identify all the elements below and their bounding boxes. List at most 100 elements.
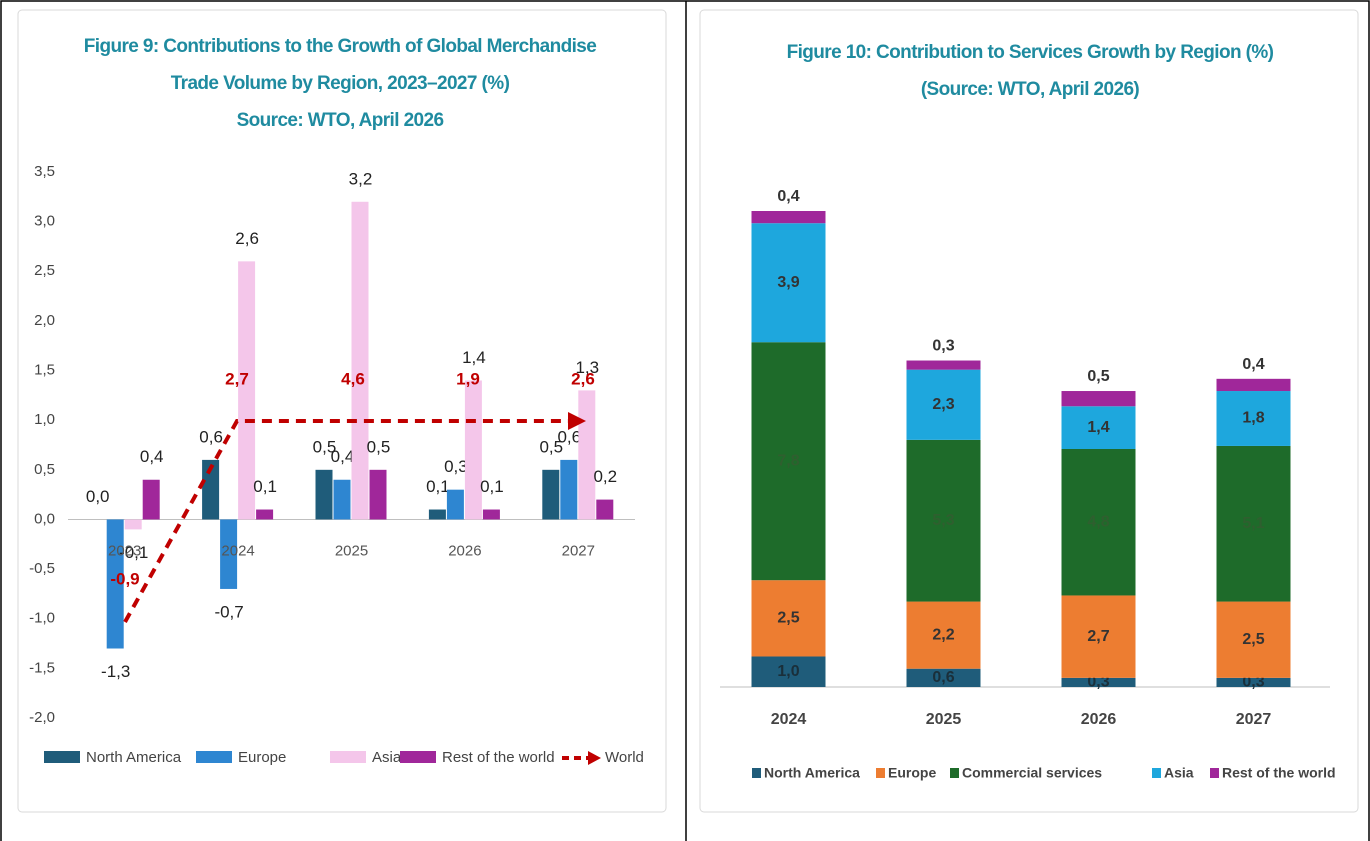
bar-segment [1216, 445, 1291, 602]
bar-segment [751, 580, 826, 657]
data-label: 2,5 [777, 610, 799, 627]
chart-title: Figure 10: Contribution to Services Grow… [786, 42, 1274, 63]
legend-swatch [196, 751, 232, 763]
data-label: 0,1 [426, 477, 450, 496]
bar-segment [751, 223, 826, 343]
bar-segment [1216, 677, 1291, 687]
data-label: 1,4 [462, 348, 486, 367]
legend-label: Asia [1164, 765, 1194, 781]
data-label: 1,3 [575, 358, 599, 377]
data-label: -1,3 [101, 662, 130, 681]
data-label: 7,8 [777, 452, 799, 469]
y-tick-label: 1,5 [34, 362, 55, 379]
bar [202, 459, 220, 520]
y-tick-label: 3,0 [34, 213, 55, 230]
legend-label: Rest of the world [442, 749, 555, 766]
data-label: 2,3 [932, 396, 954, 413]
data-label: 0,1 [480, 477, 504, 496]
bar-segment [906, 360, 981, 370]
bar-segment [906, 369, 981, 440]
bar-segment [1216, 601, 1291, 678]
legend-label: Rest of the world [1222, 765, 1336, 781]
data-label: 1,0 [777, 663, 799, 680]
legend-label: Commercial services [962, 765, 1102, 781]
legend-swatch [752, 768, 761, 778]
bar [220, 519, 238, 589]
data-label: 0,5 [1087, 368, 1109, 385]
data-label: 3,9 [777, 274, 799, 291]
chart-subtitle: (Source: WTO, April 2026) [920, 79, 1140, 100]
bar [369, 469, 387, 520]
data-label: 0,2 [593, 467, 617, 486]
y-tick-label: -2,0 [29, 709, 55, 726]
bar-segment [1061, 391, 1136, 407]
data-label: 2,5 [1242, 631, 1264, 648]
bar [464, 380, 482, 520]
legend-swatch [1152, 768, 1161, 778]
bar-segment [1061, 449, 1136, 596]
data-label: 2,2 [932, 626, 954, 643]
data-label: 0,3 [1242, 674, 1264, 691]
data-label: 0,5 [367, 437, 391, 456]
bar-segment [751, 656, 826, 687]
legend-label: Asia [372, 749, 402, 766]
legend-swatch [950, 768, 959, 778]
legend-swatch [44, 751, 80, 763]
legend-label: World [605, 749, 644, 766]
data-label: 2,6 [235, 229, 259, 248]
data-label: 0,3 [1087, 674, 1109, 691]
legend-swatch [400, 751, 436, 763]
bar [238, 261, 256, 520]
legend-label: North America [764, 765, 860, 781]
world-arrowhead [568, 412, 586, 430]
bar [542, 469, 560, 520]
data-label: 0,4 [777, 188, 799, 205]
data-label: 5,1 [1242, 515, 1264, 532]
world-label: 4,6 [341, 369, 365, 388]
legend-label: North America [86, 749, 182, 766]
data-label: 5,3 [932, 512, 954, 529]
data-label: 0,3 [444, 457, 468, 476]
x-tick-label: 2024 [221, 542, 254, 559]
world-arrow [123, 419, 570, 623]
y-tick-label: -1,5 [29, 659, 55, 676]
y-tick-label: -0,5 [29, 560, 55, 577]
world-label: 1,9 [456, 369, 480, 388]
bar-segment [751, 211, 826, 224]
bar [428, 509, 446, 520]
legend-label: Europe [888, 765, 936, 781]
data-label: 0,1 [253, 477, 277, 496]
data-label: -0,7 [214, 602, 243, 621]
y-tick-label: 2,5 [34, 262, 55, 279]
x-tick-label: 2026 [448, 542, 481, 559]
bar-segment [1061, 595, 1136, 678]
chart-box [17, 9, 667, 813]
data-label: 3,2 [349, 169, 373, 188]
data-label: 1,8 [1242, 410, 1264, 427]
y-tick-label: 3,5 [34, 163, 55, 180]
data-label: 2,7 [1087, 628, 1109, 645]
legend-label: Europe [238, 749, 286, 766]
bar-segment [1061, 677, 1136, 687]
world-label: -0,9 [110, 569, 139, 588]
x-tick-label: 2023 [108, 542, 141, 559]
data-label: 0,6 [557, 427, 581, 446]
x-tick-label: 2026 [1081, 711, 1117, 728]
data-label: 0,0 [86, 487, 110, 506]
data-label: 0,4 [140, 447, 164, 466]
legend-world-head [588, 751, 601, 765]
bar [256, 509, 274, 520]
y-tick-label: 1,0 [34, 411, 55, 428]
data-label: 0,4 [331, 447, 355, 466]
bar [560, 459, 578, 520]
bar [351, 201, 369, 520]
bar [446, 489, 464, 520]
data-label: 0,5 [313, 437, 337, 456]
data-label: 0,3 [932, 338, 954, 355]
x-tick-label: 2027 [562, 542, 595, 559]
data-label: 1,4 [1087, 419, 1109, 436]
data-label: -0,1 [119, 543, 148, 562]
bar-segment [751, 342, 826, 581]
